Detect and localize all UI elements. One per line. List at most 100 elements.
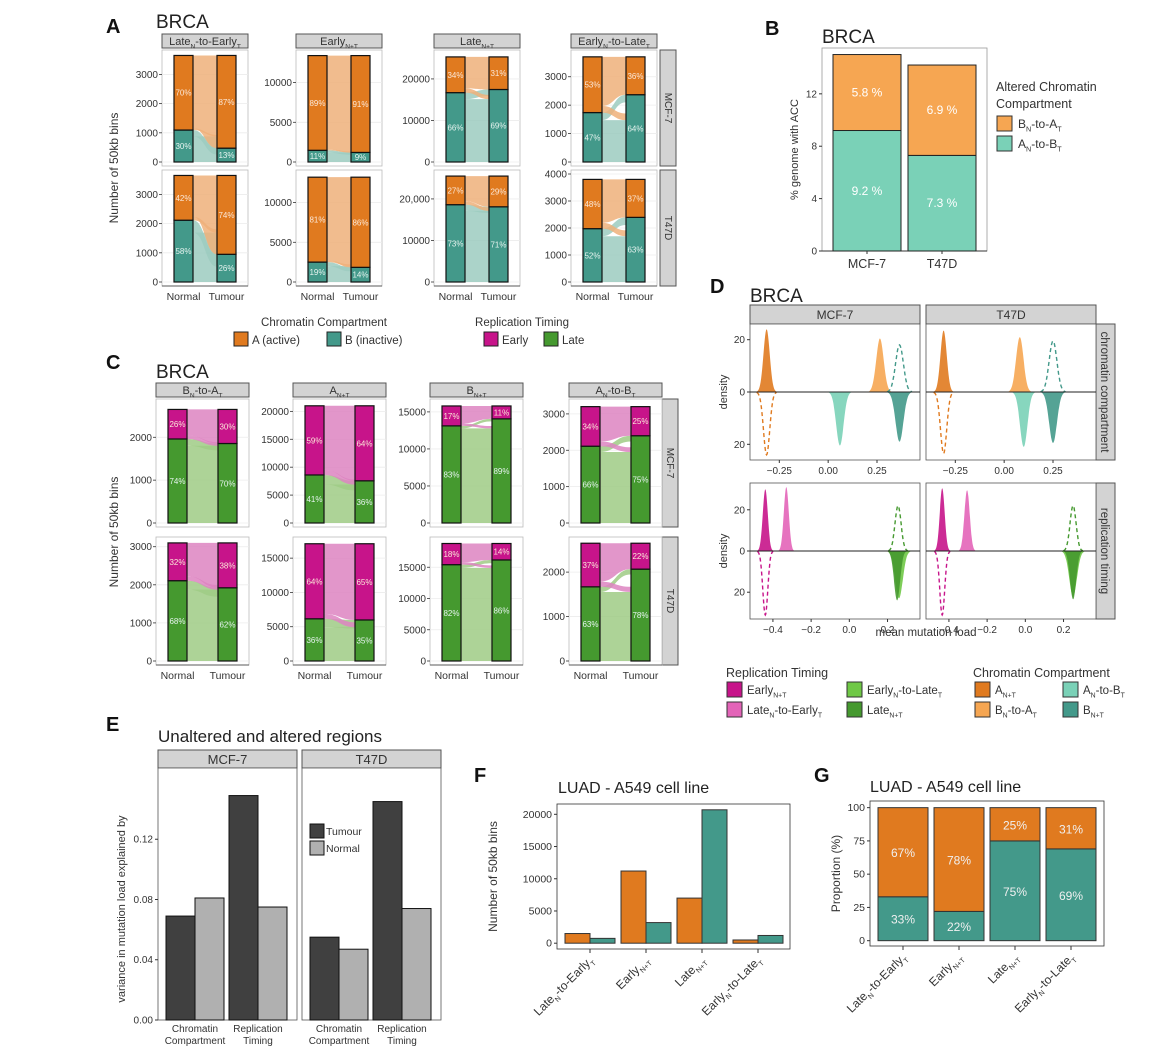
panel-f-ytick-label: 15000 [523, 841, 552, 853]
panel-c-flow-switch-top-to-bottom [600, 441, 631, 453]
panel-d-density-curve [778, 487, 795, 551]
panel-g-data-label: 67% [891, 846, 915, 860]
panel-f-bar-b [645, 922, 672, 944]
panel-c-ytick-label: 2000 [130, 433, 153, 444]
panel-d-density-curve [868, 338, 892, 392]
panel-c-pct-label: 32% [169, 558, 185, 567]
panel-e-xtick-label: Replication [233, 1024, 282, 1035]
panel-e-legend-label: Tumour [326, 826, 362, 838]
panel-e-ytick-label: 0.04 [134, 955, 154, 966]
panel-b: BRCA 0 4 8 12 % genome with ACC 9.2 % 5.8 % MCF-… [789, 27, 1097, 271]
panel-a-ytick-label: 0 [286, 158, 292, 169]
panel-a-ytick-label: 1000 [545, 251, 568, 262]
panel-e-bar-tumour [309, 936, 340, 1021]
panel-a-flow-stay-bottom [327, 152, 351, 162]
panel-c-pct-label: 68% [169, 617, 185, 626]
panel-a-flow-switch-bottom-to-top [193, 220, 217, 267]
panel-b-ytick-label: 4 [811, 194, 817, 205]
panel-c-ytick-label: 0 [420, 657, 426, 668]
panel-a-pct-label: 37% [627, 194, 643, 203]
panel-a-flow-switch-top-to-bottom [602, 105, 626, 121]
panel-d-density-curve [934, 488, 951, 551]
panel-a-pct-label: 47% [584, 133, 600, 142]
panel-a-flow-switch-bottom-to-top [327, 262, 351, 272]
panel-a-ytick-label: 1000 [136, 248, 159, 259]
panel-d-legend-label: EarlyN+T [747, 685, 787, 699]
panel-e-strip-label: T47D [356, 752, 388, 767]
panel-letter-f: F [474, 765, 487, 787]
panel-b-legend-swatch [996, 115, 1013, 132]
panel-d-density-curve-dashed [886, 343, 913, 393]
panel-c-ytick-label: 0 [559, 519, 565, 530]
panel-c-pct-label: 70% [219, 479, 235, 488]
panel-d-legend-label: LateN+T [867, 705, 903, 719]
panel-e-legend-label: Normal [326, 843, 360, 855]
panel-a-pct-label: 36% [627, 72, 643, 81]
panel-d-density-curve-dashed [933, 550, 951, 617]
panel-c-pct-label: 64% [356, 439, 372, 448]
panel-c-pct-label: 17% [443, 412, 459, 421]
panel-c-ytick-label: 5000 [404, 481, 427, 492]
panel-d-xtick-label: 0.25 [867, 466, 887, 477]
panel-c-ytick-label: 2000 [543, 446, 566, 457]
panel-f-bar-a [564, 933, 591, 944]
panel-e-xtick-label: Chromatin [316, 1024, 362, 1035]
panel-c-ytick-label: 10000 [261, 588, 289, 599]
panel-b-data-label: 9.2 % [852, 184, 883, 198]
panel-c-xtick-label: Tumour [210, 670, 246, 682]
panel-a-ytick-label: 3000 [545, 72, 568, 83]
panel-a-ytick-label: 2000 [136, 219, 159, 230]
panel-a-flow-stay-top [327, 177, 351, 268]
panel-e-xtick-label: Timing [243, 1036, 273, 1047]
panel-c-ytick-label: 0 [283, 519, 289, 530]
panel-g-data-label: 31% [1059, 822, 1083, 836]
panel-f-bar-a [620, 870, 647, 944]
panel-d-legend-label: BN-to-AT [995, 705, 1038, 719]
panel-d-xtick-label: 0.00 [994, 466, 1014, 477]
panel-e-ytick-label: 0.00 [134, 1016, 154, 1027]
panel-d-legend-title: Chromatin Compartment [973, 666, 1110, 680]
panel-c-ytick-label: 5000 [267, 491, 290, 502]
panel-c-flow-switch-bottom-to-top [187, 580, 218, 597]
panel-c-ytick-label: 0 [146, 657, 152, 668]
panel-b-ytick-label: 12 [806, 89, 818, 100]
panel-c-pct-label: 36% [306, 636, 322, 645]
panel-a-col-strip [295, 33, 383, 49]
panel-a-title: BRCA [156, 12, 209, 33]
panel-a-ytick-label: 20,000 [399, 194, 430, 205]
panel-c-ytick-label: 2000 [130, 580, 153, 591]
panel-c-facet: 0 5000 10000 15000 64% 36% 65% 35% Normal Tumour [261, 536, 387, 682]
panel-a-bar-tumour-top [350, 176, 371, 268]
panel-g-data-label: 33% [891, 913, 915, 927]
panel-b-xtick-label: MCF-7 [848, 257, 886, 271]
panel-letter-d: D [710, 276, 725, 298]
panel-c-xtick-label: Normal [161, 670, 195, 682]
panel-a-ytick-label: 10000 [402, 116, 430, 127]
panel-c-pct-label: 74% [169, 477, 185, 486]
panel-c-col-strip-label: BN-to-AT [183, 385, 223, 399]
panel-b-ytick-label: 0 [811, 247, 817, 258]
panel-a-xtick-label: Normal [167, 291, 201, 303]
panel-c-title: BRCA [156, 362, 209, 383]
panel-c-ytick-label: 15000 [398, 407, 426, 418]
panel-d-density-curve [887, 392, 912, 442]
panel-b-legend-title: Altered Chromatin [996, 80, 1097, 94]
panel-a-row-strip-label: T47D [662, 216, 673, 240]
panel-c-flow-stay-bottom [187, 445, 218, 523]
panel-e-bar-normal [257, 906, 288, 1021]
panel-c-flow-stay-bottom [187, 589, 218, 661]
legend-group-title: Replication Timing [475, 317, 569, 329]
panel-c-bar-tumour-top [217, 542, 238, 589]
panel-c-flow-switch-top-to-bottom [461, 562, 492, 568]
panel-d-density-curve [887, 551, 907, 601]
panel-d-xtick-label: −0.4 [763, 625, 783, 636]
panel-letter-b: B [765, 18, 780, 40]
panel-a-bar-normal-top [173, 54, 194, 131]
panel-c-bar-tumour-top [630, 406, 651, 437]
panel-a-pct-label: 74% [218, 211, 234, 220]
panel-c-xtick-label: Normal [435, 670, 469, 682]
panel-c-bar-normal-top [167, 542, 188, 582]
panel-a-facet: 0 1000 2000 3000 4000 48% 52% 37% 63% Normal Tumou… [545, 170, 658, 303]
panel-c-ytick-label: 3000 [130, 542, 153, 553]
